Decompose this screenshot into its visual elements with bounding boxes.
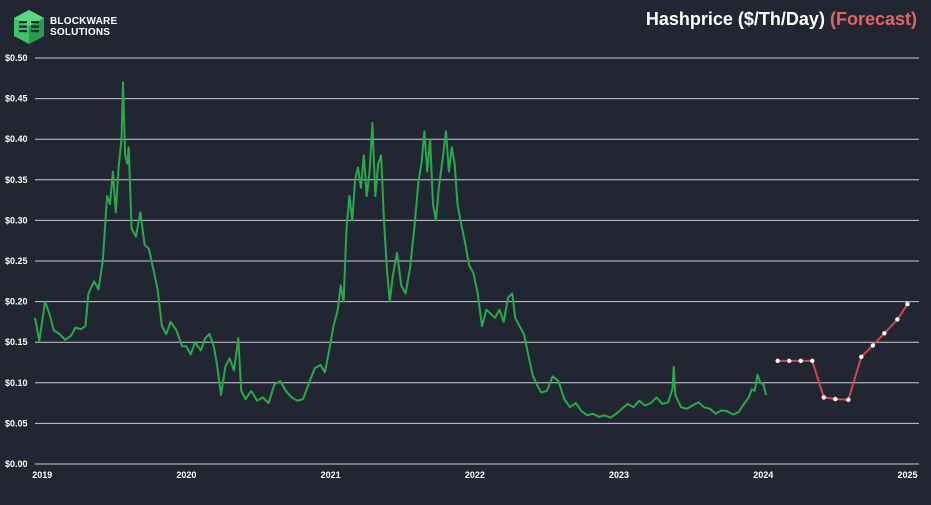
forecast-point — [870, 343, 876, 348]
forecast-point — [775, 358, 780, 364]
forecast-point — [895, 317, 900, 322]
forecast-point — [846, 397, 851, 403]
x-tick-label: 2024 — [753, 470, 773, 480]
y-tick-label: $0.35 — [5, 175, 28, 185]
brand-line1: BLOCKWARE — [50, 16, 118, 27]
y-axis-tick-labels: $0.00 $0.05 $0.10 $0.15 $0.20 $0.25 $0.30 $0.35… — [5, 53, 28, 469]
forecast-point — [859, 354, 864, 360]
y-tick-label: $0.45 — [5, 94, 28, 104]
x-axis-tick-labels: 2019 2020 2021 2022 2023 2024 2025 — [32, 470, 917, 480]
grid-lines — [35, 57, 919, 465]
x-tick-label: 2019 — [32, 470, 52, 480]
x-tick-label: 2021 — [321, 470, 341, 480]
forecast-point — [821, 395, 827, 400]
y-tick-label: $0.40 — [5, 134, 28, 144]
forecast-point — [882, 331, 887, 336]
y-tick-label: $0.20 — [5, 297, 28, 307]
y-tick-label: $0.05 — [5, 418, 28, 428]
forecast-point — [833, 396, 838, 402]
x-tick-label: 2020 — [176, 470, 196, 480]
chart-title-main: Hashprice ($/Th/Day) — [645, 9, 825, 29]
y-tick-label: $0.10 — [5, 378, 28, 388]
forecast-point — [798, 358, 803, 364]
historical-series-line — [34, 81, 768, 419]
x-tick-label: 2023 — [609, 470, 629, 480]
forecast-point — [810, 358, 815, 364]
brand-line2: SOLUTIONS — [50, 27, 111, 38]
y-tick-label: $0.25 — [5, 256, 28, 266]
blockware-cube-logo-icon — [14, 10, 44, 44]
forecast-point — [905, 301, 910, 307]
y-tick-label: $0.00 — [5, 459, 28, 469]
x-tick-label: 2025 — [897, 470, 917, 480]
brand-logo: BLOCKWARE SOLUTIONS — [12, 9, 117, 45]
chart-title-forecast: (Forecast) — [829, 9, 917, 29]
chart-title: Hashprice ($/Th/Day) (Forecast) — [646, 9, 917, 30]
y-tick-label: $0.50 — [5, 53, 28, 63]
forecast-markers — [775, 301, 910, 403]
y-tick-label: $0.30 — [5, 215, 28, 225]
forecast-point — [787, 358, 792, 364]
forecast-series-line — [777, 303, 909, 401]
y-tick-label: $0.15 — [5, 337, 28, 347]
x-tick-label: 2022 — [465, 470, 485, 480]
